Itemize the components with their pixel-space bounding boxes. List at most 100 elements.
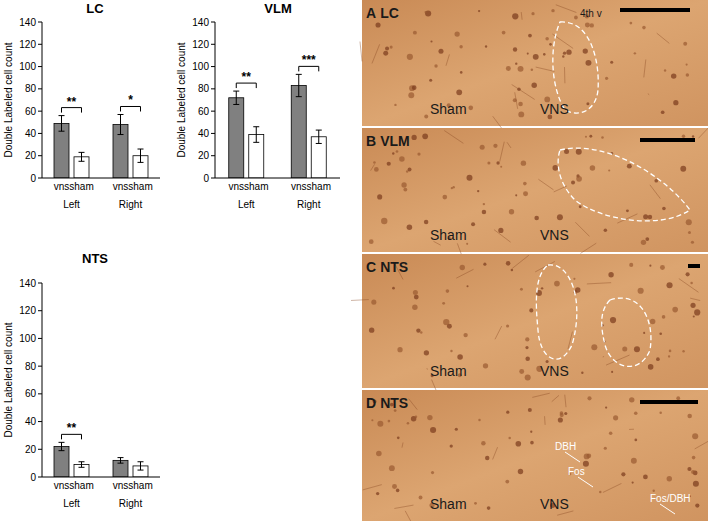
- texture: [397, 436, 400, 439]
- texture: [498, 228, 503, 233]
- error-line: [81, 462, 82, 468]
- texture: [381, 218, 387, 224]
- texture: [686, 73, 689, 76]
- texture: [630, 22, 633, 25]
- leader-line: [660, 504, 675, 514]
- y-tick: [211, 88, 215, 89]
- error-bar: [253, 127, 259, 143]
- texture: [523, 191, 528, 196]
- error-cap: [233, 104, 239, 105]
- texture: [424, 350, 429, 355]
- error-cap: [138, 461, 144, 462]
- bar: [229, 98, 244, 178]
- y-tick-label: 0: [30, 173, 36, 184]
- scale-bar: [640, 400, 698, 404]
- texture: [573, 278, 575, 280]
- texture: [446, 54, 449, 65]
- significance-label: *: [128, 93, 133, 107]
- texture: [687, 414, 692, 419]
- texture: [493, 144, 497, 148]
- error-line: [61, 116, 62, 132]
- texture: [424, 11, 426, 13]
- texture: [543, 53, 546, 56]
- y-tick: [38, 178, 42, 179]
- y-tick: [211, 178, 215, 179]
- texture: [682, 135, 685, 138]
- texture: [554, 186, 567, 192]
- error-cap: [118, 134, 124, 135]
- texture: [608, 272, 613, 277]
- image-panel: DNTSShamVNSDBHFosFos/DBH: [362, 390, 708, 521]
- texture: [531, 83, 536, 88]
- texture: [405, 511, 416, 521]
- texture: [673, 100, 678, 105]
- texture: [496, 161, 499, 164]
- y-tick: [38, 393, 42, 394]
- texture: [692, 433, 698, 439]
- texture: [432, 380, 436, 391]
- y-tick: [38, 449, 42, 450]
- texture: [424, 220, 429, 225]
- y-tick-label: 80: [25, 361, 37, 372]
- error-cap: [253, 126, 259, 127]
- texture: [506, 66, 511, 71]
- texture: [525, 375, 531, 381]
- panel-letter: D: [366, 395, 376, 411]
- texture: [668, 355, 670, 357]
- y-axis: [215, 22, 216, 178]
- texture: [549, 43, 552, 46]
- panel-region: NTS: [380, 395, 408, 411]
- y-tick: [38, 66, 42, 67]
- plot-marks: [229, 74, 327, 178]
- texture: [629, 429, 634, 430]
- x-axis: [215, 178, 340, 179]
- texture: [443, 319, 449, 325]
- texture: [632, 482, 634, 484]
- texture: [392, 152, 394, 154]
- condition-label: Sham: [430, 363, 467, 379]
- texture: [369, 327, 374, 332]
- x-axis: [42, 178, 160, 179]
- texture: [650, 185, 660, 199]
- error-bar: [59, 442, 65, 450]
- x-tick-label: Left: [63, 498, 80, 509]
- texture: [642, 26, 646, 30]
- texture: [482, 210, 486, 214]
- significance-label: ***: [302, 53, 316, 67]
- texture: [676, 396, 680, 400]
- texture: [374, 167, 379, 172]
- texture: [556, 5, 577, 13]
- error-cap: [138, 162, 144, 163]
- texture: [552, 165, 558, 171]
- texture: [419, 496, 423, 500]
- condition-label: VNS: [540, 227, 569, 243]
- texture: [506, 261, 511, 266]
- texture: [660, 265, 665, 270]
- error-cap: [138, 470, 144, 471]
- y-tick: [211, 155, 215, 156]
- y-tick: [38, 111, 42, 112]
- panel-label: BVLM: [366, 133, 410, 149]
- texture: [634, 346, 640, 352]
- error-cap: [118, 114, 124, 115]
- texture: [591, 344, 597, 350]
- texture: [535, 261, 555, 271]
- texture: [589, 135, 592, 138]
- texture: [424, 114, 428, 118]
- texture: [571, 181, 575, 185]
- texture: [585, 136, 587, 138]
- texture: [372, 44, 380, 63]
- texture: [507, 142, 511, 148]
- texture: [687, 467, 691, 471]
- texture: [466, 243, 468, 245]
- error-cap: [59, 131, 65, 132]
- texture: [444, 131, 463, 144]
- texture: [657, 33, 670, 43]
- texture: [603, 356, 604, 357]
- y-axis-label: Double Labeled cell count: [3, 322, 14, 437]
- texture: [388, 420, 391, 423]
- texture: [691, 470, 695, 474]
- texture: [408, 168, 412, 172]
- texture: [617, 214, 637, 223]
- y-tick-label: 120: [192, 39, 209, 50]
